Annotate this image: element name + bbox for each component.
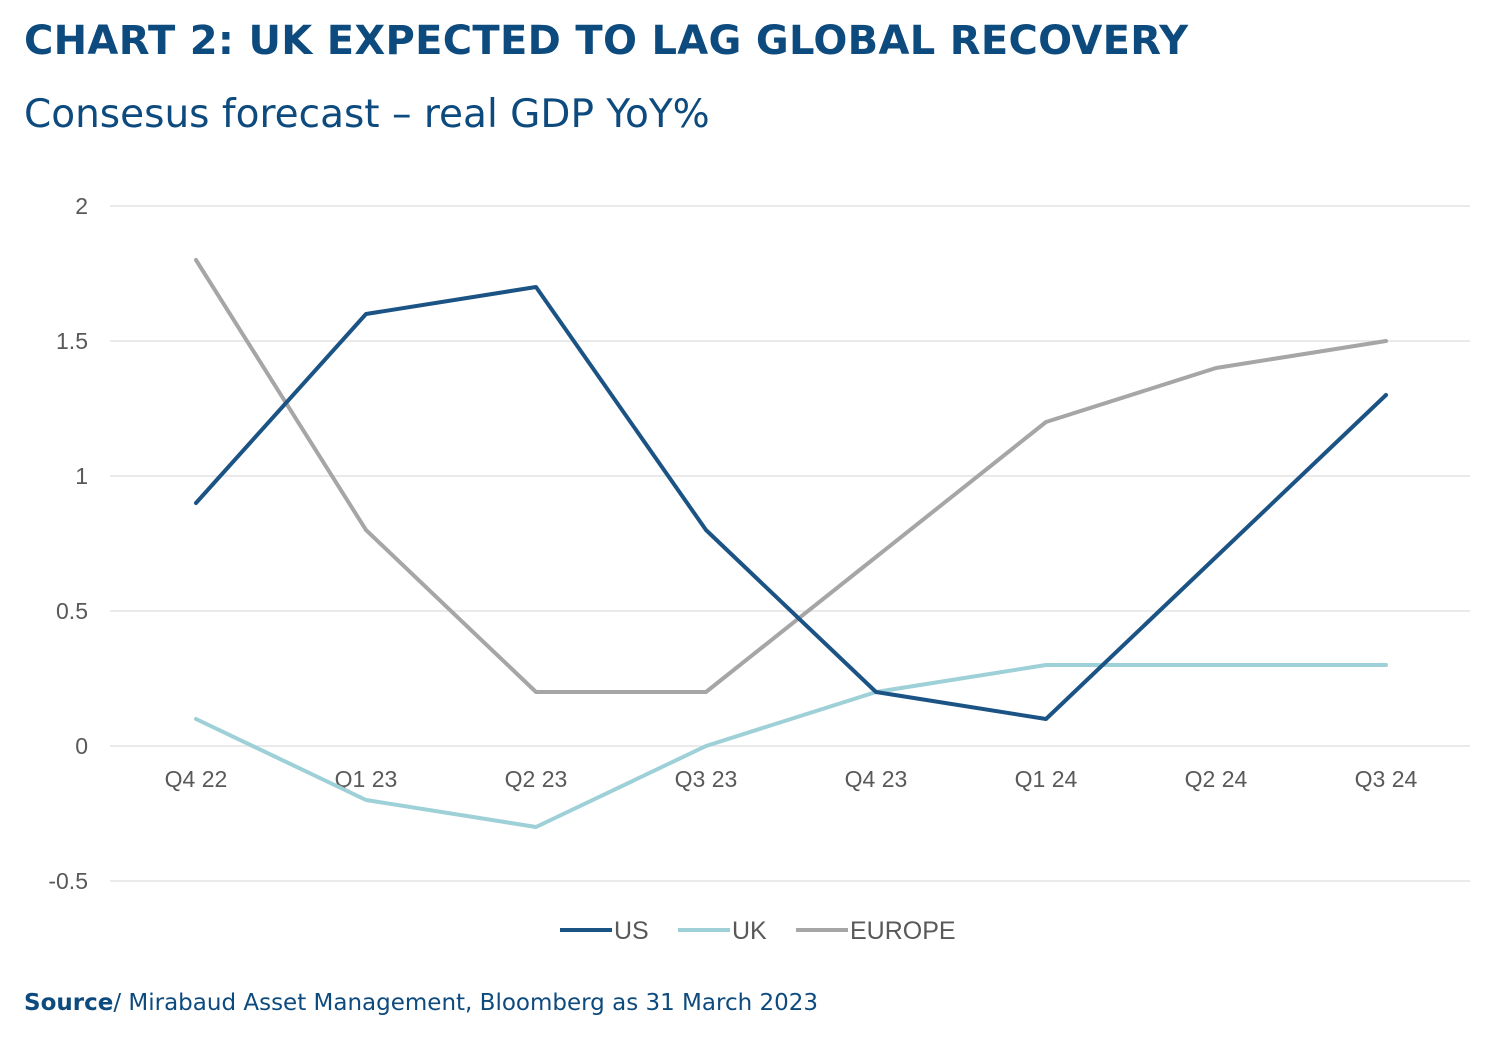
legend: US UK EUROPE	[560, 917, 956, 945]
x-tick-label: Q1 24	[1015, 766, 1078, 792]
x-tick-label: Q3 23	[675, 766, 738, 792]
y-tick-label: 0.5	[56, 598, 88, 624]
y-axis-tick-labels: -0.5 0 0.5 1 1.5 2	[48, 193, 88, 894]
series-line-uk	[194, 663, 1388, 829]
x-tick-label: Q3 24	[1355, 766, 1418, 792]
chart-subtitle: Consesus forecast – real GDP YoY%	[24, 92, 710, 137]
legend-item-us: US	[560, 917, 649, 945]
series-line-us	[194, 285, 1388, 721]
series-line-europe	[194, 258, 1388, 694]
x-tick-label: Q2 23	[505, 766, 568, 792]
y-tick-label: 0	[75, 733, 88, 759]
source-text: / Mirabaud Asset Management, Bloomberg a…	[113, 990, 819, 1016]
source-note: Source/ Mirabaud Asset Management, Bloom…	[24, 990, 818, 1016]
series-lines	[194, 258, 1388, 829]
x-tick-label: Q4 22	[165, 766, 228, 792]
y-tick-label: 2	[75, 193, 88, 219]
x-tick-label: Q4 23	[845, 766, 908, 792]
y-tick-label: 1	[75, 463, 88, 489]
source-label: Source	[24, 990, 114, 1016]
x-tick-label: Q1 23	[335, 766, 398, 792]
legend-label: EUROPE	[850, 917, 956, 945]
legend-label: UK	[732, 917, 767, 945]
legend-item-uk: UK	[678, 917, 767, 945]
chart-title: CHART 2: UK EXPECTED TO LAG GLOBAL RECOV…	[24, 18, 1189, 64]
x-axis-tick-labels: Q4 22 Q1 23 Q2 23 Q3 23 Q4 23 Q1 24 Q2 24 Q3 24	[165, 766, 1418, 792]
y-tick-label: -0.5	[48, 868, 88, 894]
legend-item-europe: EUROPE	[796, 917, 956, 945]
x-tick-label: Q2 24	[1185, 766, 1248, 792]
gridlines	[110, 205, 1470, 882]
y-tick-label: 1.5	[56, 328, 88, 354]
legend-label: US	[614, 917, 649, 945]
